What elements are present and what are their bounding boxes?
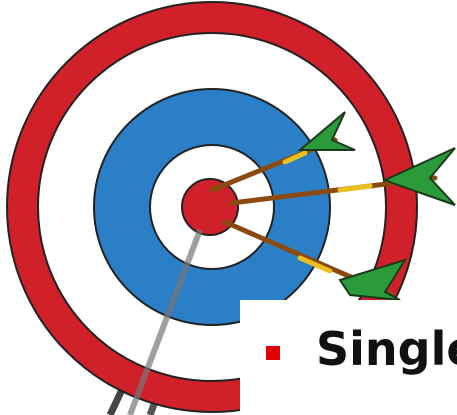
slide: Single [0, 0, 457, 415]
bullet [266, 346, 280, 360]
bullet-text: Single [316, 322, 457, 376]
text-box: Single [240, 300, 457, 415]
